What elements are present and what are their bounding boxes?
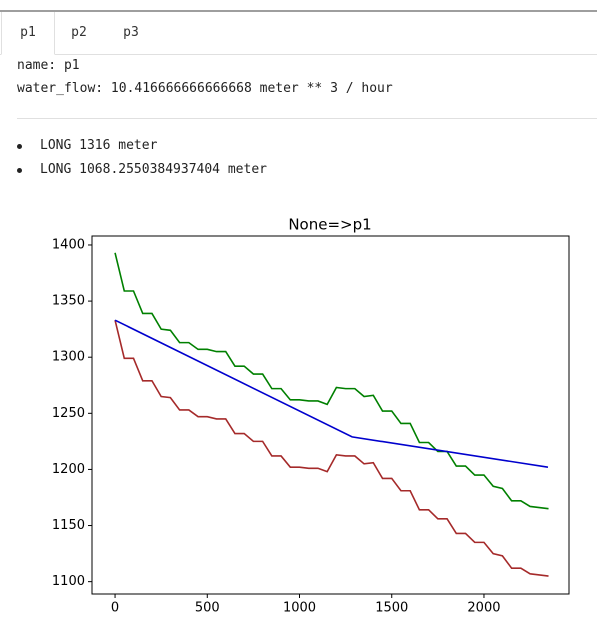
y-tick-label: 1400 (52, 237, 85, 252)
series-line (114, 319, 549, 468)
x-tick-label: 1000 (283, 601, 316, 616)
bullet-dot (17, 144, 22, 149)
top-border (0, 10, 597, 12)
tab[interactable]: p2 (71, 25, 87, 40)
chart-title: None=>p1 (288, 216, 371, 234)
y-tick-label: 1100 (52, 574, 85, 589)
tab[interactable]: p3 (123, 25, 139, 40)
x-tick-label: 2000 (467, 601, 500, 616)
x-tick-label: 0 (111, 601, 119, 616)
bullet-item: LONG 1068.2550384937404 meter (40, 162, 267, 177)
info-line: water_flow: 10.416666666666668 meter ** … (17, 81, 393, 96)
plot-frame (91, 235, 570, 595)
x-tick-label: 500 (195, 601, 220, 616)
bullet-dot (17, 168, 22, 173)
y-tick-label: 1300 (52, 350, 85, 365)
tab[interactable]: p1 (1, 12, 55, 55)
series-line (114, 252, 549, 510)
y-tick-label: 1200 (52, 462, 85, 477)
y-tick-label: 1150 (52, 518, 85, 533)
series-line (114, 319, 549, 577)
x-tick-label: 1500 (375, 601, 408, 616)
y-tick-label: 1350 (52, 294, 85, 309)
figure-background (18, 183, 597, 624)
bullet-item: LONG 1316 meter (40, 138, 158, 153)
info-line: name: p1 (17, 58, 80, 73)
tab-bar: p1 p2 p3 (0, 12, 597, 55)
y-tick-label: 1250 (52, 406, 85, 421)
separator (17, 118, 597, 119)
